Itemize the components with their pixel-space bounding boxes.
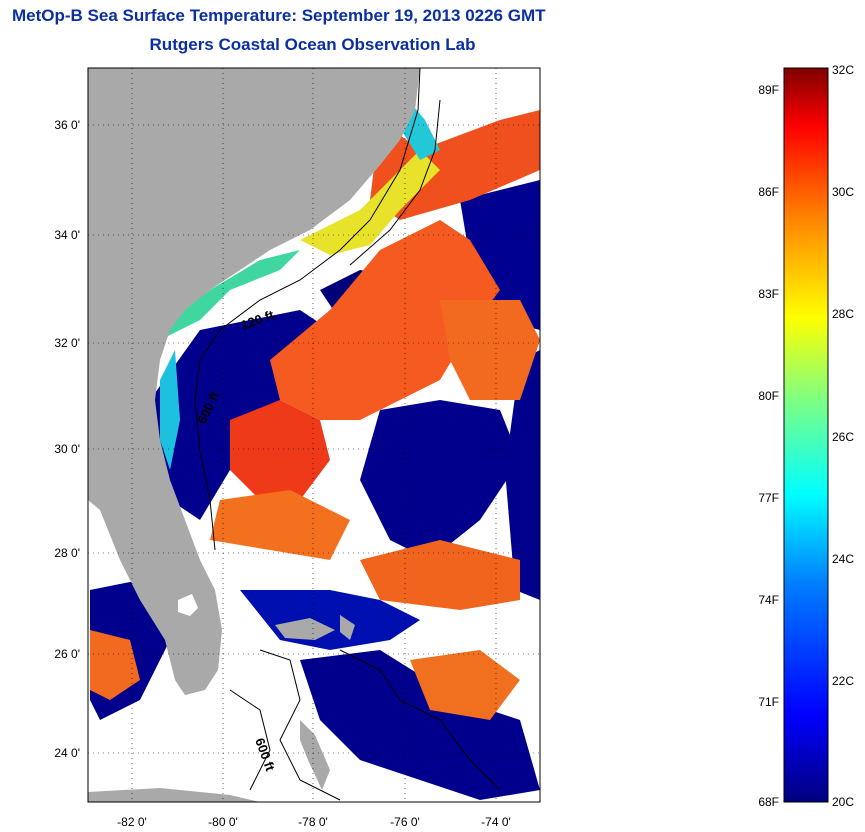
colorbar-f-label: 74F bbox=[758, 593, 779, 607]
colorbar-c-label: 24C bbox=[832, 552, 854, 566]
land-mass-cuba bbox=[88, 788, 260, 802]
bathymetry-contour bbox=[339, 649, 501, 791]
sst-cold-water-region bbox=[300, 650, 540, 800]
lon-tick-label: -80 0' bbox=[208, 815, 238, 829]
sst-warm-water-region bbox=[440, 300, 540, 400]
colorbar-c-label: 30C bbox=[832, 185, 854, 199]
lon-tick-label: -74 0' bbox=[481, 815, 511, 829]
sst-warm-water-region bbox=[410, 650, 520, 720]
map-frame bbox=[87, 67, 541, 803]
land-mass-bahamas bbox=[275, 618, 335, 640]
bathymetry-contour bbox=[194, 68, 421, 551]
colorbar-f-label: 68F bbox=[758, 795, 779, 809]
lat-tick-label: 30 0' bbox=[54, 442, 80, 456]
bathymetry-contour bbox=[229, 689, 271, 791]
colorbar-c-label: 26C bbox=[832, 430, 854, 444]
colorbar-fahrenheit-labels: 89F 86F 83F 80F 77F 74F 71F 68F bbox=[758, 83, 779, 809]
sst-coastal-water bbox=[300, 150, 440, 255]
lat-tick-label: 32 0' bbox=[54, 336, 80, 350]
colorbar-c-label: 28C bbox=[832, 307, 854, 321]
colorbar bbox=[783, 67, 829, 803]
land-mass-bahamas bbox=[340, 615, 355, 640]
bathymetry-contour bbox=[259, 649, 341, 801]
lon-tick-label: -76 0' bbox=[390, 815, 420, 829]
land-mass-us bbox=[88, 68, 420, 695]
map-title: MetOp-B Sea Surface Temperature: Septemb… bbox=[12, 6, 546, 25]
lat-tick-label: 24 0' bbox=[54, 746, 80, 760]
colorbar-c-label: 20C bbox=[832, 795, 854, 809]
colorbar-c-label: 22C bbox=[832, 674, 854, 688]
colorbar-f-label: 77F bbox=[758, 491, 779, 505]
colorbar-f-label: 83F bbox=[758, 287, 779, 301]
map-content: 120 ft 600 ft 600 ft bbox=[88, 68, 540, 802]
map-subtitle: Rutgers Coastal Ocean Observation Lab bbox=[149, 35, 476, 54]
lat-tick-label: 36 0' bbox=[54, 118, 80, 132]
colorbar-celsius-labels: 32C 30C 28C 26C 24C 22C 20C bbox=[832, 63, 854, 809]
sst-warm-water-region bbox=[90, 630, 140, 700]
colorbar-f-label: 86F bbox=[758, 185, 779, 199]
sst-warm-water-region bbox=[230, 400, 330, 500]
sst-cold-water-region bbox=[505, 350, 540, 600]
map-gridlines bbox=[88, 68, 540, 802]
sst-coastal-water bbox=[160, 250, 300, 340]
sst-cold-water-region bbox=[460, 180, 540, 330]
lon-tick-label: -78 0' bbox=[298, 815, 328, 829]
colorbar-f-label: 89F bbox=[758, 83, 779, 97]
sst-warm-water-region bbox=[270, 220, 500, 420]
longitude-axis: -82 0' -80 0' -78 0' -76 0' -74 0' bbox=[117, 815, 511, 829]
lon-tick-label: -82 0' bbox=[117, 815, 147, 829]
sst-cold-water-region bbox=[360, 400, 520, 560]
sst-warm-water-region bbox=[210, 490, 350, 560]
land-mass-bahamas bbox=[300, 720, 330, 790]
colorbar-f-label: 71F bbox=[758, 695, 779, 709]
lat-tick-label: 26 0' bbox=[54, 647, 80, 661]
sst-coastal-water bbox=[160, 350, 180, 470]
colorbar-c-label: 32C bbox=[832, 63, 854, 77]
colorbar-f-label: 80F bbox=[758, 389, 779, 403]
bathymetry-contour bbox=[349, 99, 441, 266]
lat-tick-label: 34 0' bbox=[54, 228, 80, 242]
sst-warm-water-region bbox=[360, 540, 520, 610]
lat-tick-label: 28 0' bbox=[54, 546, 80, 560]
latitude-axis: 36 0' 34 0' 32 0' 30 0' 28 0' 26 0' 24 0… bbox=[54, 118, 80, 760]
lake-okeechobee bbox=[178, 594, 198, 616]
